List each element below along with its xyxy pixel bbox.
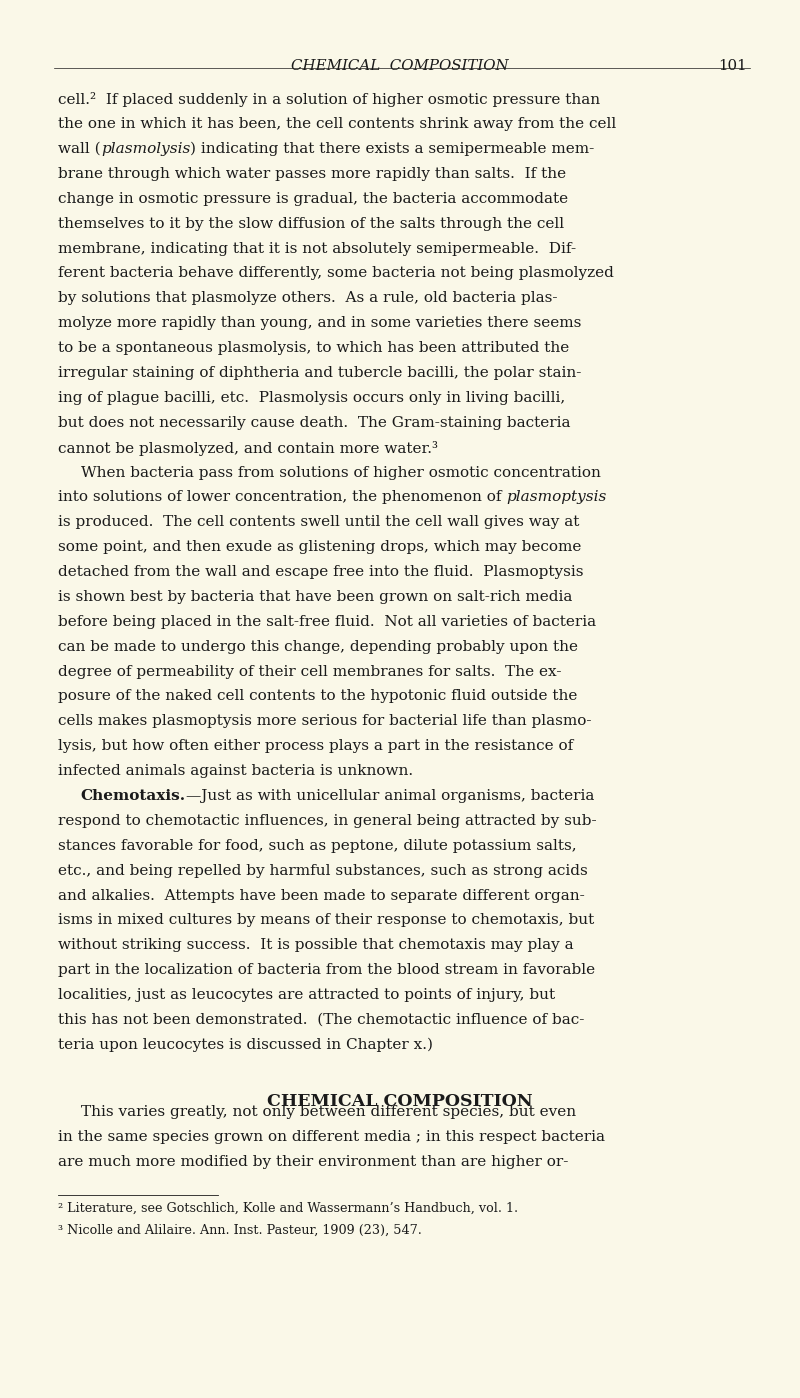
Text: molyze more rapidly than young, and in some varieties there seems: molyze more rapidly than young, and in s… [58,316,582,330]
Text: cells makes plasmoptysis more serious for bacterial life than plasmo-: cells makes plasmoptysis more serious fo… [58,714,592,728]
Text: is produced.  The cell contents swell until the cell wall gives way at: is produced. The cell contents swell unt… [58,516,580,530]
Text: ³ Nicolle and Alilaire. Ann. Inst. Pasteur, 1909 (23), 547.: ³ Nicolle and Alilaire. Ann. Inst. Paste… [58,1225,422,1237]
Text: degree of permeability of their cell membranes for salts.  The ex-: degree of permeability of their cell mem… [58,664,562,678]
Text: ing of plague bacilli, etc.  Plasmolysis occurs only in living bacilli,: ing of plague bacilli, etc. Plasmolysis … [58,391,566,405]
Text: plasmoptysis: plasmoptysis [506,491,607,505]
Text: 101: 101 [718,59,746,73]
Text: can be made to undergo this change, depending probably upon the: can be made to undergo this change, depe… [58,640,578,654]
Text: are much more modified by their environment than are higher or-: are much more modified by their environm… [58,1155,569,1169]
Text: part in the localization of bacteria from the blood stream in favorable: part in the localization of bacteria fro… [58,963,595,977]
Text: This varies greatly, not only between different species, but even: This varies greatly, not only between di… [81,1104,576,1118]
Text: before being placed in the salt-free fluid.  Not all varieties of bacteria: before being placed in the salt-free flu… [58,615,597,629]
Text: membrane, indicating that it is not absolutely semipermeable.  Dif-: membrane, indicating that it is not abso… [58,242,577,256]
Text: localities, just as leucocytes are attracted to points of injury, but: localities, just as leucocytes are attra… [58,988,555,1002]
Text: respond to chemotactic influences, in general being attracted by sub-: respond to chemotactic influences, in ge… [58,814,597,828]
Text: is shown best by bacteria that have been grown on salt-rich media: is shown best by bacteria that have been… [58,590,573,604]
Text: to be a spontaneous plasmolysis, to which has been attributed the: to be a spontaneous plasmolysis, to whic… [58,341,570,355]
Text: cannot be plasmolyzed, and contain more water.³: cannot be plasmolyzed, and contain more … [58,440,438,456]
Text: and alkalies.  Attempts have been made to separate different organ-: and alkalies. Attempts have been made to… [58,889,585,903]
Text: without striking success.  It is possible that chemotaxis may play a: without striking success. It is possible… [58,938,574,952]
Text: infected animals against bacteria is unknown.: infected animals against bacteria is unk… [58,765,414,779]
Text: some point, and then exude as glistening drops, which may become: some point, and then exude as glistening… [58,540,582,554]
Text: teria upon leucocytes is discussed in Chapter x.): teria upon leucocytes is discussed in Ch… [58,1037,434,1053]
Text: Chemotaxis.: Chemotaxis. [81,788,186,802]
Text: but does not necessarily cause death.  The Gram-staining bacteria: but does not necessarily cause death. Th… [58,415,571,429]
Text: this has not been demonstrated.  (The chemotactic influence of bac-: this has not been demonstrated. (The che… [58,1014,585,1028]
Text: into solutions of lower concentration, the phenomenon of: into solutions of lower concentration, t… [58,491,506,505]
Text: posure of the naked cell contents to the hypotonic fluid outside the: posure of the naked cell contents to the… [58,689,578,703]
Text: the one in which it has been, the cell contents shrink away from the cell: the one in which it has been, the cell c… [58,117,617,131]
Text: ² Literature, see Gotschlich, Kolle and Wassermann’s Handbuch, vol. 1.: ² Literature, see Gotschlich, Kolle and … [58,1202,518,1215]
Text: isms in mixed cultures by means of their response to chemotaxis, but: isms in mixed cultures by means of their… [58,913,594,927]
Text: When bacteria pass from solutions of higher osmotic concentration: When bacteria pass from solutions of hig… [81,466,601,480]
Text: plasmolysis: plasmolysis [101,143,190,157]
Text: CHEMICAL COMPOSITION: CHEMICAL COMPOSITION [267,1093,533,1110]
Text: brane through which water passes more rapidly than salts.  If the: brane through which water passes more ra… [58,166,566,180]
Text: lysis, but how often either process plays a part in the resistance of: lysis, but how often either process play… [58,740,574,754]
Text: etc., and being repelled by harmful substances, such as strong acids: etc., and being repelled by harmful subs… [58,864,588,878]
Text: wall (: wall ( [58,143,101,157]
Text: in the same species grown on different media ; in this respect bacteria: in the same species grown on different m… [58,1130,606,1144]
Text: ) indicating that there exists a semipermeable mem-: ) indicating that there exists a semiper… [190,143,594,157]
Text: irregular staining of diphtheria and tubercle bacilli, the polar stain-: irregular staining of diphtheria and tub… [58,366,582,380]
Text: by solutions that plasmolyze others.  As a rule, old bacteria plas-: by solutions that plasmolyze others. As … [58,291,558,305]
Text: ferent bacteria behave differently, some bacteria not being plasmolyzed: ferent bacteria behave differently, some… [58,267,614,281]
Text: detached from the wall and escape free into the fluid.  Plasmoptysis: detached from the wall and escape free i… [58,565,584,579]
Text: stances favorable for food, such as peptone, dilute potassium salts,: stances favorable for food, such as pept… [58,839,577,853]
Text: change in osmotic pressure is gradual, the bacteria accommodate: change in osmotic pressure is gradual, t… [58,192,569,206]
Text: themselves to it by the slow diffusion of the salts through the cell: themselves to it by the slow diffusion o… [58,217,565,231]
Text: —Just as with unicellular animal organisms, bacteria: —Just as with unicellular animal organis… [186,788,594,802]
Text: cell.²  If placed suddenly in a solution of higher osmotic pressure than: cell.² If placed suddenly in a solution … [58,92,601,108]
Text: CHEMICAL  COMPOSITION: CHEMICAL COMPOSITION [291,59,509,73]
